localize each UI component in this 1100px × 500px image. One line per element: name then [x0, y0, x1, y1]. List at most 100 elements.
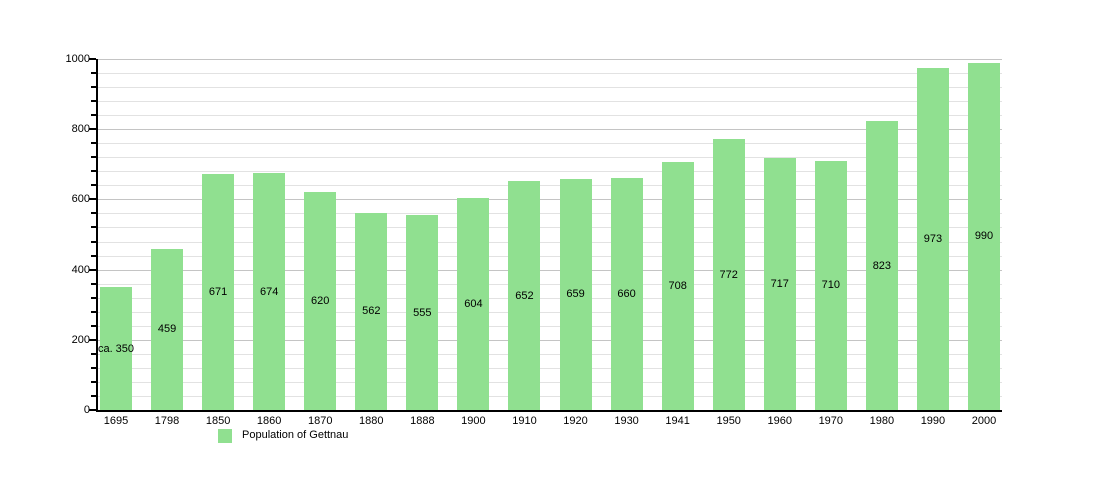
bar — [968, 62, 1000, 410]
gridline-minor — [98, 325, 1002, 327]
gridline-major — [98, 129, 1002, 131]
plot-area: ca. 350 459 671 674 620 562 555 604 652 659 660 708… — [96, 59, 1002, 412]
y-tick-minor — [91, 114, 96, 117]
gridline-major — [98, 339, 1002, 341]
x-tick-label: 1900 — [461, 415, 486, 427]
y-tick-major — [89, 409, 96, 411]
bar — [508, 181, 541, 410]
y-tick-minor — [91, 324, 96, 327]
bar-value-label: 555 — [413, 306, 432, 319]
bar-value-label: 604 — [464, 297, 483, 310]
y-tick-label: 0 — [83, 404, 90, 416]
y-tick-minor — [91, 240, 96, 243]
x-tick-label: 2000 — [971, 415, 997, 427]
y-tick-major — [89, 198, 96, 201]
gridline-major — [98, 199, 1002, 201]
gridline-minor — [98, 283, 1002, 285]
bar — [100, 287, 132, 410]
y-tick-minor — [91, 170, 96, 173]
bar-value-label: 459 — [157, 323, 177, 336]
bar-value-label: 674 — [259, 285, 279, 298]
y-tick-minor — [91, 254, 96, 257]
gridline-minor — [98, 381, 1002, 383]
y-tick-label: 600 — [71, 193, 90, 206]
legend: Population of Gettnau — [218, 428, 348, 443]
y-tick-minor — [91, 184, 96, 187]
bar-value-label: 710 — [821, 279, 840, 292]
y-tick-minor — [91, 72, 96, 75]
y-tick-label: 400 — [71, 263, 90, 276]
gridline-minor — [98, 353, 1002, 355]
bar-value-label: 660 — [617, 288, 636, 301]
bar — [865, 121, 898, 410]
bar-value-label: 823 — [872, 259, 892, 272]
x-tick-label: 1990 — [920, 415, 946, 427]
bar — [457, 198, 490, 410]
gridline-minor — [98, 213, 1002, 215]
gridline-minor — [98, 143, 1002, 145]
bar — [610, 178, 643, 410]
bar-value-label: ca. 350 — [97, 342, 135, 355]
bar — [661, 161, 694, 410]
gridline-minor — [98, 227, 1002, 229]
bar — [355, 212, 388, 410]
gridline-minor — [98, 73, 1002, 75]
bar-value-label: 772 — [719, 268, 738, 281]
y-tick-minor — [91, 282, 96, 285]
bar — [406, 215, 439, 410]
y-tick-major — [89, 58, 96, 60]
y-tick-label: 200 — [71, 333, 90, 346]
y-tick-minor — [91, 142, 96, 145]
y-tick-minor — [91, 380, 96, 383]
gridline-major — [98, 269, 1002, 271]
y-tick-label: 1000 — [65, 53, 90, 65]
x-tick-label: 1970 — [818, 415, 844, 427]
bar — [304, 192, 337, 410]
y-tick-minor — [91, 212, 96, 215]
gridline-minor — [98, 395, 1002, 397]
y-tick-major — [89, 338, 96, 341]
gridline-minor — [98, 185, 1002, 187]
gridline-minor — [98, 255, 1002, 257]
legend-label: Population of Gettnau — [242, 429, 349, 441]
x-tick-label: 1980 — [869, 415, 895, 427]
y-tick-major — [89, 128, 96, 131]
x-tick-label: 1930 — [614, 415, 639, 427]
bar — [916, 68, 949, 410]
gridline-minor — [98, 297, 1002, 299]
x-tick-label: 1920 — [563, 415, 588, 427]
bar — [814, 160, 847, 410]
y-tick-minor — [91, 226, 96, 229]
gridline-minor — [98, 171, 1002, 173]
bar-value-label: 717 — [770, 278, 789, 291]
bar-value-label: 562 — [362, 305, 381, 318]
x-tick-label: 1695 — [103, 415, 129, 427]
x-tick-label: 1870 — [307, 415, 333, 427]
x-tick-label: 1850 — [205, 415, 231, 427]
gridline-minor — [98, 241, 1002, 243]
y-tick-minor — [91, 86, 96, 89]
bar — [202, 174, 235, 410]
y-tick-minor — [91, 366, 96, 369]
gridline-major — [98, 59, 1002, 60]
gridline-minor — [98, 311, 1002, 313]
bar — [559, 178, 592, 410]
gridline-minor — [98, 115, 1002, 117]
gridline-minor — [98, 157, 1002, 159]
x-tick-label: 1798 — [154, 415, 180, 427]
y-tick-major — [89, 268, 96, 271]
x-tick-label: 1860 — [256, 415, 282, 427]
x-tick-label: 1960 — [767, 415, 792, 427]
y-tick-minor — [91, 352, 96, 355]
bar — [763, 158, 796, 410]
y-tick-minor — [91, 296, 96, 299]
x-tick-label: 1888 — [410, 415, 435, 427]
gridline-minor — [98, 87, 1002, 89]
bar-value-label: 671 — [208, 286, 228, 299]
bar — [712, 139, 745, 410]
bar — [253, 173, 286, 410]
x-tick-label: 1880 — [359, 415, 384, 427]
bar-value-label: 708 — [668, 279, 687, 292]
bar-value-label: 990 — [974, 230, 994, 243]
